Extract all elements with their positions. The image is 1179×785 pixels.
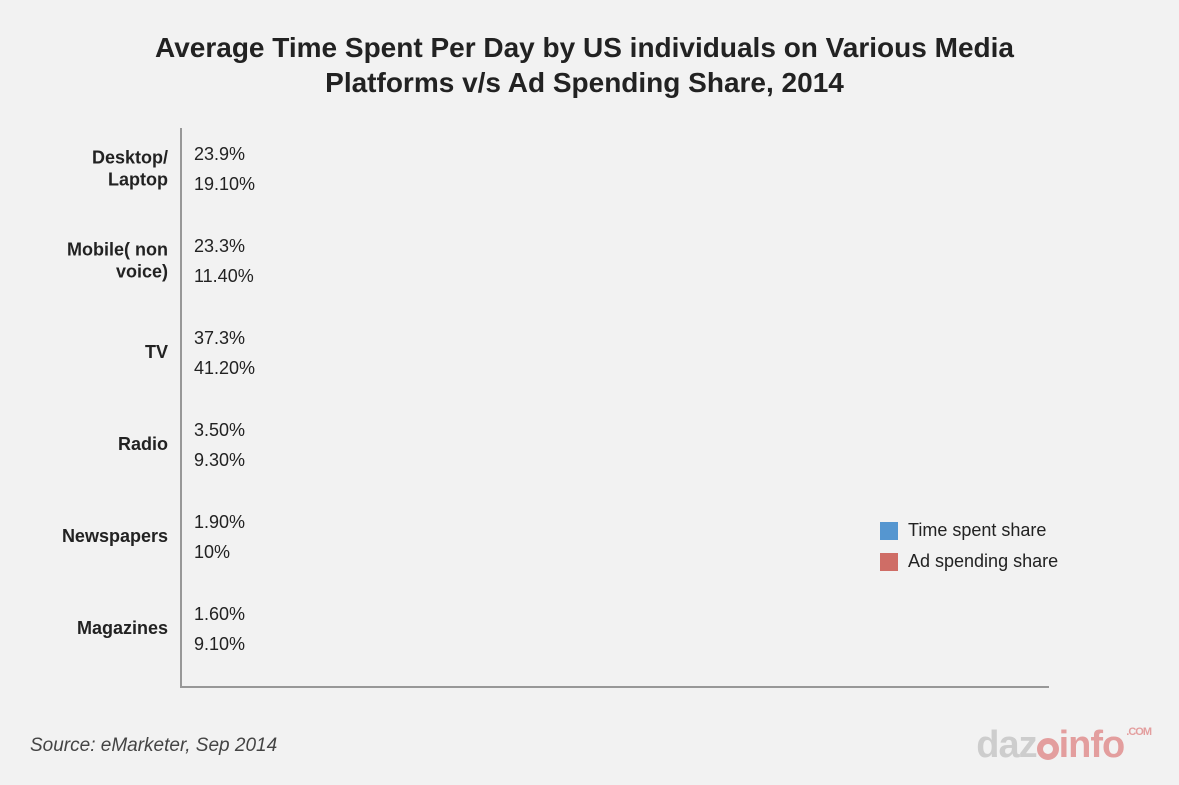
- category-group: Radio3.50%9.30%: [182, 418, 1049, 472]
- bar-row-ad: 10%: [182, 540, 230, 564]
- bar-value-ad: 10%: [194, 542, 230, 563]
- logo-com: .COM: [1126, 726, 1151, 738]
- legend-label-time: Time spent share: [908, 520, 1046, 541]
- bar-value-ad: 19.10%: [194, 174, 255, 195]
- legend-swatch-time: [880, 522, 898, 540]
- bar-value-ad: 11.40%: [194, 266, 254, 287]
- bar-row-time: 1.90%: [182, 510, 245, 534]
- category-group: Desktop/ Laptop23.9%19.10%: [182, 142, 1049, 196]
- bar-row-ad: 9.30%: [182, 448, 245, 472]
- bar-value-time: 1.90%: [194, 512, 245, 533]
- chart-title: Average Time Spent Per Day by US individ…: [135, 30, 1035, 100]
- logo-text-red: info: [1059, 724, 1125, 767]
- legend-swatch-ad: [880, 553, 898, 571]
- bar-value-ad: 9.10%: [194, 634, 245, 655]
- legend-item-ad: Ad spending share: [880, 551, 1058, 572]
- category-label: Radio: [42, 434, 182, 456]
- bar-value-ad: 41.20%: [194, 358, 255, 379]
- bar-value-ad: 9.30%: [194, 450, 245, 471]
- chart-container: Average Time Spent Per Day by US individ…: [0, 0, 1179, 785]
- source-text: Source: eMarketer, Sep 2014: [30, 735, 277, 757]
- legend-label-ad: Ad spending share: [908, 551, 1058, 572]
- brand-logo: daz info .COM: [976, 724, 1149, 767]
- category-label: Desktop/ Laptop: [42, 147, 182, 190]
- bar-row-ad: 41.20%: [182, 356, 255, 380]
- category-label: TV: [42, 342, 182, 364]
- bar-row-time: 23.3%: [182, 234, 245, 258]
- bar-row-ad: 19.10%: [182, 172, 255, 196]
- logo-ring-icon: [1037, 738, 1059, 760]
- bar-row-ad: 9.10%: [182, 632, 245, 656]
- bar-row-time: 1.60%: [182, 602, 245, 626]
- bar-value-time: 37.3%: [194, 328, 245, 349]
- bar-row-time: 37.3%: [182, 326, 245, 350]
- legend-item-time: Time spent share: [880, 520, 1058, 541]
- bar-row-ad: 11.40%: [182, 264, 254, 288]
- bar-value-time: 23.9%: [194, 144, 245, 165]
- legend: Time spent share Ad spending share: [880, 520, 1058, 572]
- logo-text-gray: daz: [976, 724, 1036, 767]
- category-label: Magazines: [42, 618, 182, 640]
- category-group: TV37.3%41.20%: [182, 326, 1049, 380]
- plot-area: Desktop/ Laptop23.9%19.10%Mobile( non vo…: [180, 128, 1049, 688]
- category-group: Mobile( non voice)23.3%11.40%: [182, 234, 1049, 288]
- bar-row-time: 3.50%: [182, 418, 245, 442]
- bar-row-time: 23.9%: [182, 142, 245, 166]
- bar-value-time: 23.3%: [194, 236, 245, 257]
- category-label: Mobile( non voice): [42, 239, 182, 282]
- bar-value-time: 1.60%: [194, 604, 245, 625]
- bar-value-time: 3.50%: [194, 420, 245, 441]
- category-group: Magazines1.60%9.10%: [182, 602, 1049, 656]
- category-label: Newspapers: [42, 526, 182, 548]
